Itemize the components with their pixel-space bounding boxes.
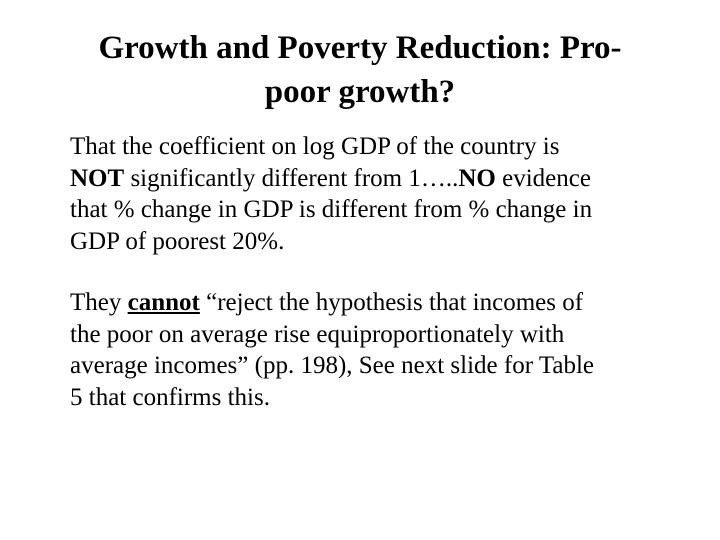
paragraph-hypothesis: They cannot “reject the hypothesis that … bbox=[70, 287, 670, 413]
title-line-2: poor growth? bbox=[264, 74, 456, 110]
paragraph-2-line-1-end: “reject the hypothesis that incomes of bbox=[199, 289, 584, 316]
no-emphasis: NO bbox=[458, 164, 496, 192]
slide-title: Growth and Poverty Reduction: Pro- poor … bbox=[40, 26, 680, 114]
paragraph-2-line-4: 5 that confirms this. bbox=[70, 383, 270, 411]
paragraph-1-line-4: GDP of poorest 20%. bbox=[70, 227, 285, 255]
paragraph-2-line-1-start: They bbox=[70, 289, 128, 316]
paragraph-coefficient: That the coefficient on log GDP of the c… bbox=[70, 131, 670, 257]
paragraph-1-line-2-middle: significantly different from 1….. bbox=[124, 164, 459, 192]
paragraph-2-line-1: They cannot “reject the hypothesis that … bbox=[70, 287, 670, 319]
paragraph-1-line-3: that % change in GDP is different from %… bbox=[70, 196, 593, 223]
paragraph-2-line-3: average incomes” (pp. 198), See next sli… bbox=[70, 352, 594, 379]
title-line-1: Growth and Poverty Reduction: Pro- bbox=[98, 30, 622, 66]
cannot-emphasis: cannot bbox=[127, 289, 200, 316]
paragraph-1-line-1: That the coefficient on log GDP of the c… bbox=[70, 133, 560, 160]
paragraph-2-line-2: the poor on average rise equiproportiona… bbox=[70, 320, 565, 348]
paragraph-1-line-2-end: evidence bbox=[495, 164, 591, 192]
not-emphasis: NOT bbox=[70, 164, 125, 192]
paragraph-1-line-2: NOT significantly different from 1…..NO … bbox=[70, 163, 670, 195]
slide-body: That the coefficient on log GDP of the c… bbox=[70, 131, 670, 413]
